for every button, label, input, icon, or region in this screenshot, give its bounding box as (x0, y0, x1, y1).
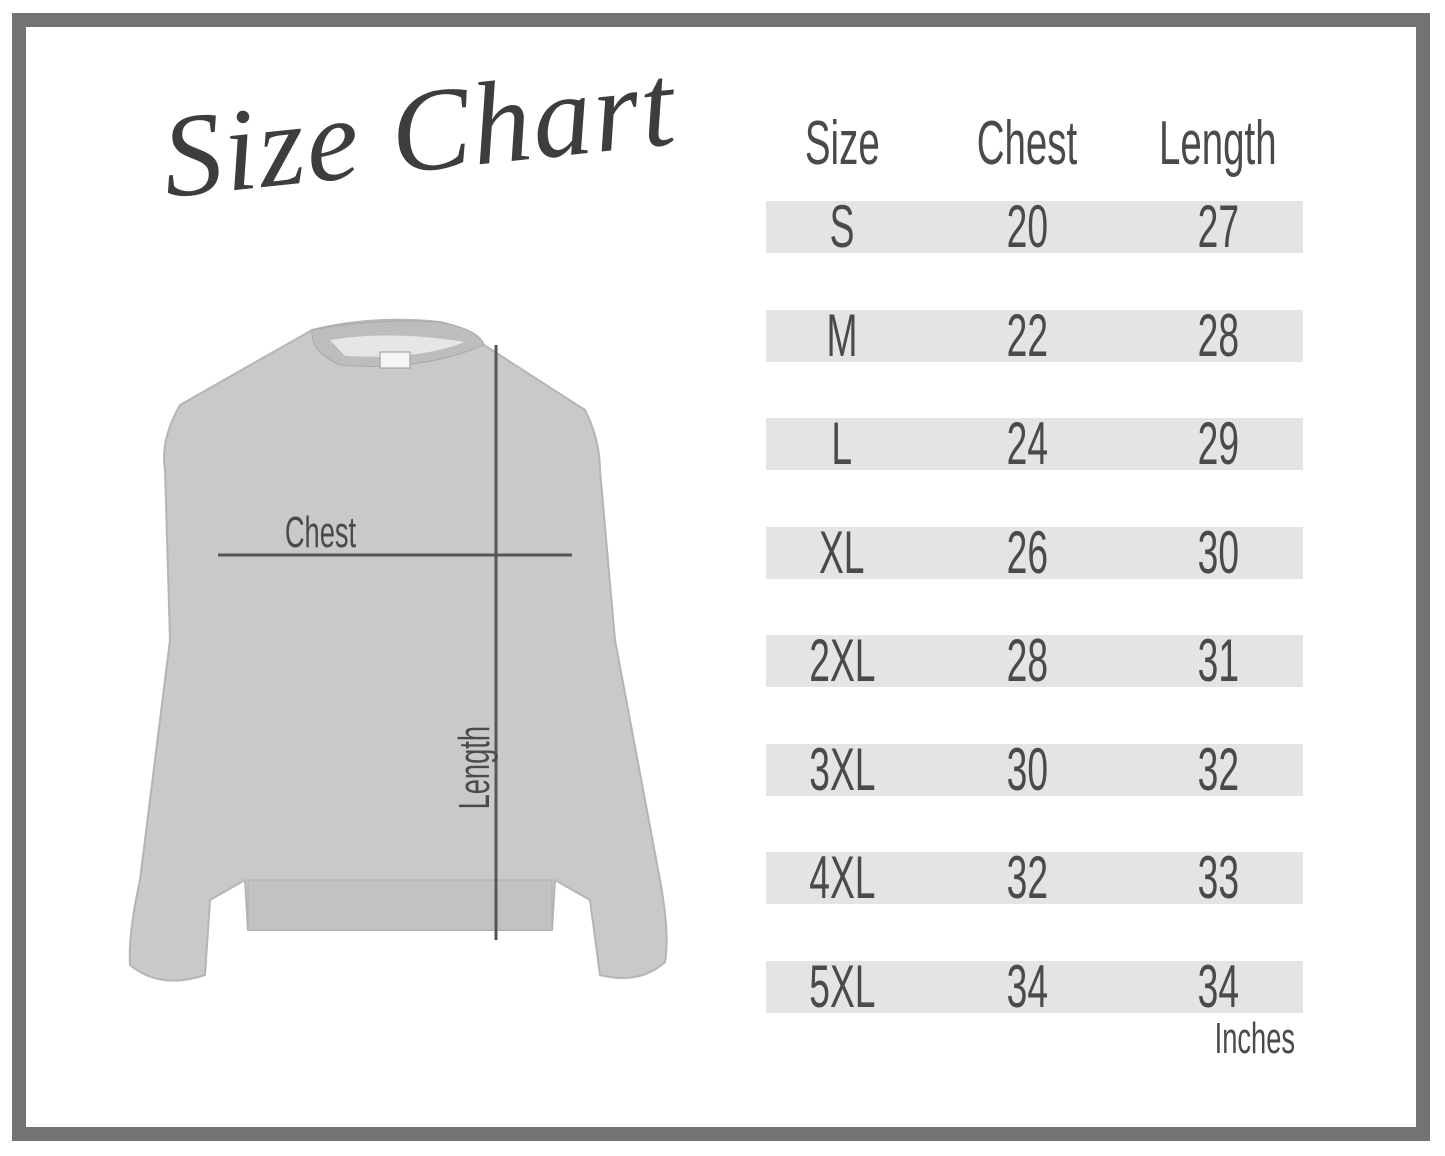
chest-cell: 34 (1006, 952, 1048, 1020)
table-row: S 20 27 (766, 195, 1303, 259)
table-row: M 22 28 (766, 303, 1303, 367)
size-cell: S (829, 193, 855, 260)
length-cell: 33 (1197, 844, 1239, 911)
table-row: 2XL 28 31 (766, 629, 1303, 693)
chest-cell: 24 (1006, 410, 1048, 477)
table-row: L 24 29 (766, 412, 1303, 476)
chest-cell: 26 (1006, 518, 1048, 586)
table-row: 3XL 30 32 (766, 737, 1303, 801)
header-size: Size (804, 109, 880, 178)
size-cell: M (826, 301, 858, 369)
garment-tag (379, 351, 411, 369)
unit-label: Inches (1214, 1014, 1296, 1063)
chest-cell: 32 (1006, 844, 1048, 911)
size-cell: 5XL (808, 952, 876, 1020)
length-cell: 27 (1197, 193, 1239, 260)
header-length: Length (1159, 109, 1277, 178)
chest-cell: 20 (1006, 193, 1048, 260)
table-row: 5XL 34 34 (766, 954, 1303, 1018)
chest-cell: 22 (1006, 301, 1048, 369)
length-label: Length (450, 725, 499, 810)
size-cell: 2XL (808, 627, 876, 694)
size-cell: 4XL (808, 844, 876, 911)
length-cell: 28 (1197, 301, 1239, 369)
length-cell: 30 (1197, 518, 1239, 586)
header-chest: Chest (976, 109, 1078, 178)
table-row: XL 26 30 (766, 520, 1303, 584)
length-cell: 32 (1197, 735, 1239, 803)
size-cell: L (831, 410, 853, 477)
length-cell: 34 (1197, 952, 1239, 1020)
chest-label: Chest (284, 508, 356, 557)
length-cell: 31 (1197, 627, 1239, 694)
size-cell: 3XL (808, 735, 876, 803)
table-row: 4XL 32 33 (766, 846, 1303, 910)
size-cell: XL (819, 518, 865, 586)
chest-cell: 30 (1006, 735, 1048, 803)
length-cell: 29 (1197, 410, 1239, 477)
chest-cell: 28 (1006, 627, 1048, 694)
